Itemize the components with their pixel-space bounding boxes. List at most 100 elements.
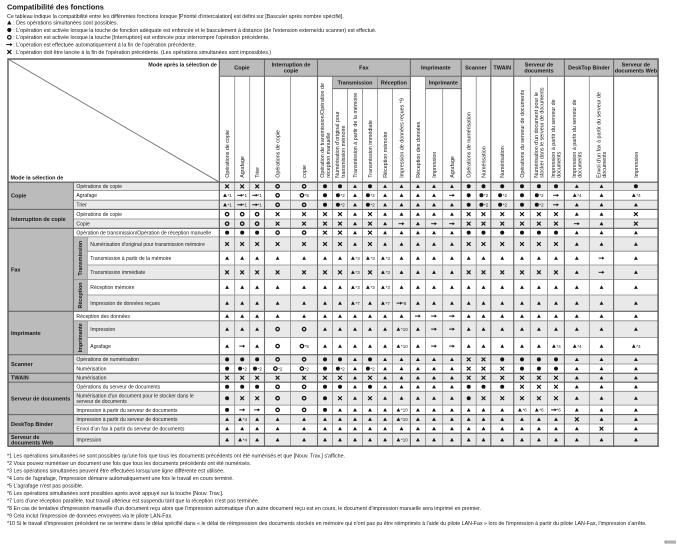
svg-text:Numérisation: Numérisation [481, 146, 487, 178]
svg-text:Trier: Trier [76, 203, 87, 209]
svg-text:*2: *2 [371, 193, 376, 198]
svg-text:Numérisation: Numérisation [76, 367, 106, 373]
svg-text:*4: *4 [557, 344, 562, 349]
svg-text:*1: *1 [228, 193, 233, 198]
svg-text:: L'opération est effectuée au: : L'opération est effectuée automatiquem… [13, 43, 196, 49]
svg-text:Numérisation: Numérisation [500, 146, 506, 178]
svg-text:Réception: Réception [78, 282, 84, 308]
svg-text:: L'opération est activée lors: : L'opération est activée lorsque la tou… [13, 35, 269, 41]
svg-text:*6: *6 [523, 408, 528, 413]
svg-text:Copie: Copie [11, 194, 26, 200]
svg-text:Copie: Copie [234, 66, 249, 72]
svg-text:Transmission: Transmission [338, 80, 373, 86]
svg-text:Impression à partir du serveur: Impression à partir du serveur de [572, 99, 578, 177]
svg-text:*4: *4 [636, 193, 641, 198]
svg-text:*2: *2 [341, 366, 346, 371]
svg-text:Compatibilité des fonctions: Compatibilité des fonctions [7, 3, 104, 12]
svg-text:*5 L'agrafage n'est pas possib: *5 L'agrafage n'est pas possible. [7, 484, 83, 490]
svg-text:Impression de données reçues *: Impression de données reçues *9 [399, 98, 405, 178]
svg-text:*2: *2 [278, 366, 283, 371]
svg-text:*2: *2 [341, 203, 346, 208]
svg-text:TWAIN: TWAIN [493, 66, 511, 72]
svg-text:Impression: Impression [76, 438, 101, 444]
svg-text:Agrafage: Agrafage [76, 193, 97, 199]
svg-text:Impression à partir du serveur: Impression à partir du serveur de docume… [76, 408, 178, 414]
svg-text:*3: *3 [356, 285, 361, 290]
svg-text:*7: *7 [386, 301, 391, 306]
svg-text:Transmission à partir de la mé: Transmission à partir de la mémoire [353, 93, 359, 178]
svg-text:Envoi d'un fax à partir du ser: Envoi d'un fax à partir du serveur de [597, 92, 603, 178]
svg-text:Opérations du serveur de docum: Opérations du serveur de documents [76, 385, 160, 391]
svg-text:*3: *3 [386, 256, 391, 261]
svg-text:documents: documents [557, 151, 563, 177]
svg-text:documents: documents [602, 151, 608, 177]
svg-text:*4: *4 [243, 437, 248, 442]
svg-text:Agrafage: Agrafage [240, 156, 246, 178]
svg-text:*2 Vous pouvez numériser un do: *2 Vous pouvez numériser un document une… [7, 461, 251, 467]
svg-text:copie: copie [302, 165, 308, 178]
svg-text:documents Web: documents Web [11, 441, 54, 447]
svg-text:*5: *5 [305, 193, 310, 198]
svg-text:*4: *4 [636, 344, 641, 349]
svg-text:DeskTop Binder: DeskTop Binder [568, 66, 611, 72]
svg-text:Opération de transmission/Opér: Opération de transmission/Opération de r… [76, 231, 211, 237]
svg-text:Réception mémoire: Réception mémoire [383, 131, 389, 177]
svg-text:Trier: Trier [255, 167, 261, 178]
svg-text:*3 Les opérations simultanées: *3 Les opérations simultanées peuvent êt… [7, 469, 225, 475]
svg-text:transmission mémoire: transmission mémoire [341, 126, 347, 178]
svg-text:*3: *3 [356, 270, 361, 275]
svg-text:Agrafage: Agrafage [90, 344, 111, 350]
svg-text:Numérisation: Numérisation [76, 376, 106, 382]
svg-text:*3: *3 [371, 256, 376, 261]
svg-text:Serveur de: Serveur de [525, 63, 553, 69]
svg-text:Envoi d'un fax à partir du ser: Envoi d'un fax à partir du serveur de do… [76, 427, 184, 433]
svg-text:Serveur de: Serveur de [622, 63, 650, 69]
svg-text:*2: *2 [539, 203, 544, 208]
svg-text:Numérisation d'un document pou: Numérisation d'un document pour le [534, 92, 540, 178]
svg-text:*10 Si le travail d'impression: *10 Si le travail d'impression précédent… [7, 521, 647, 527]
svg-text:Scanner: Scanner [11, 362, 34, 368]
svg-text:Impression à partir du serveur: Impression à partir du serveur de docume… [76, 417, 178, 423]
svg-text:*2: *2 [258, 366, 263, 371]
svg-text:Imprimante: Imprimante [429, 80, 458, 86]
svg-text:Opérations de copie: Opérations de copie [275, 130, 281, 178]
svg-text:*8: *8 [402, 301, 407, 306]
svg-text:serveur de documents: serveur de documents [76, 399, 127, 405]
svg-text:: L'opération est activée lors: : L'opération est activée lorsque la tou… [13, 28, 376, 34]
svg-text:Scanner: Scanner [465, 66, 488, 72]
svg-text:Opérations de copie: Opérations de copie [76, 212, 122, 218]
svg-text:réception manuelle: réception manuelle [326, 133, 332, 178]
svg-text:*1: *1 [258, 203, 263, 208]
svg-text:documents Web: documents Web [615, 69, 658, 75]
svg-text:*3: *3 [386, 270, 391, 275]
svg-text:*2: *2 [484, 203, 489, 208]
svg-text:*6: *6 [557, 408, 562, 413]
svg-text:Impression: Impression [634, 152, 640, 178]
svg-text:Opérations de copie: Opérations de copie [225, 130, 231, 178]
svg-text:: Des opérations simultanées s: : Des opérations simultanées sont possib… [13, 21, 118, 27]
svg-text:Opérations de numérisation: Opérations de numérisation [76, 357, 139, 363]
svg-text:*2: *2 [484, 193, 489, 198]
svg-text:Opérations de copie: Opérations de copie [76, 184, 122, 190]
svg-text:: L'opération doit être lancée: : L'opération doit être lancée à la fin … [13, 50, 271, 56]
svg-text:Agrafage: Agrafage [450, 156, 456, 178]
svg-text:*2: *2 [503, 193, 508, 198]
svg-text:Transmission à partir de la mé: Transmission à partir de la mémoire [90, 256, 171, 262]
svg-text:*3: *3 [356, 256, 361, 261]
svg-text:Ce tableau indique la compatib: Ce tableau indique la compatibilité entr… [7, 14, 344, 20]
svg-text:Numérisation d'original pour: Numérisation d'original pour [335, 111, 341, 178]
svg-text:Réception des données: Réception des données [416, 121, 422, 177]
svg-text:Impression à partir du serveur: Impression à partir du serveur de [551, 99, 557, 177]
svg-text:*2: *2 [305, 366, 310, 371]
svg-text:*4: *4 [577, 193, 582, 198]
svg-text:Transmission immédiate: Transmission immédiate [90, 270, 145, 276]
svg-text:Transmission: Transmission [78, 241, 84, 276]
svg-text:*4 Lors de l'agrafage, l'impre: *4 Lors de l'agrafage, l'impression déma… [7, 476, 234, 482]
svg-text:Opérations du serveur de docum: Opérations du serveur de documents [520, 90, 526, 178]
svg-text:Impression de données reçues: Impression de données reçues [90, 301, 160, 307]
svg-text:*6 Les opérations simultanées: *6 Les opérations simultanées sont possi… [7, 491, 224, 497]
svg-text:*2: *2 [371, 366, 376, 371]
svg-text:*2: *2 [539, 193, 544, 198]
svg-text:*10: *10 [401, 417, 408, 422]
svg-text:Opération de transmission/Opér: Opération de transmission/Opération de [320, 83, 326, 178]
